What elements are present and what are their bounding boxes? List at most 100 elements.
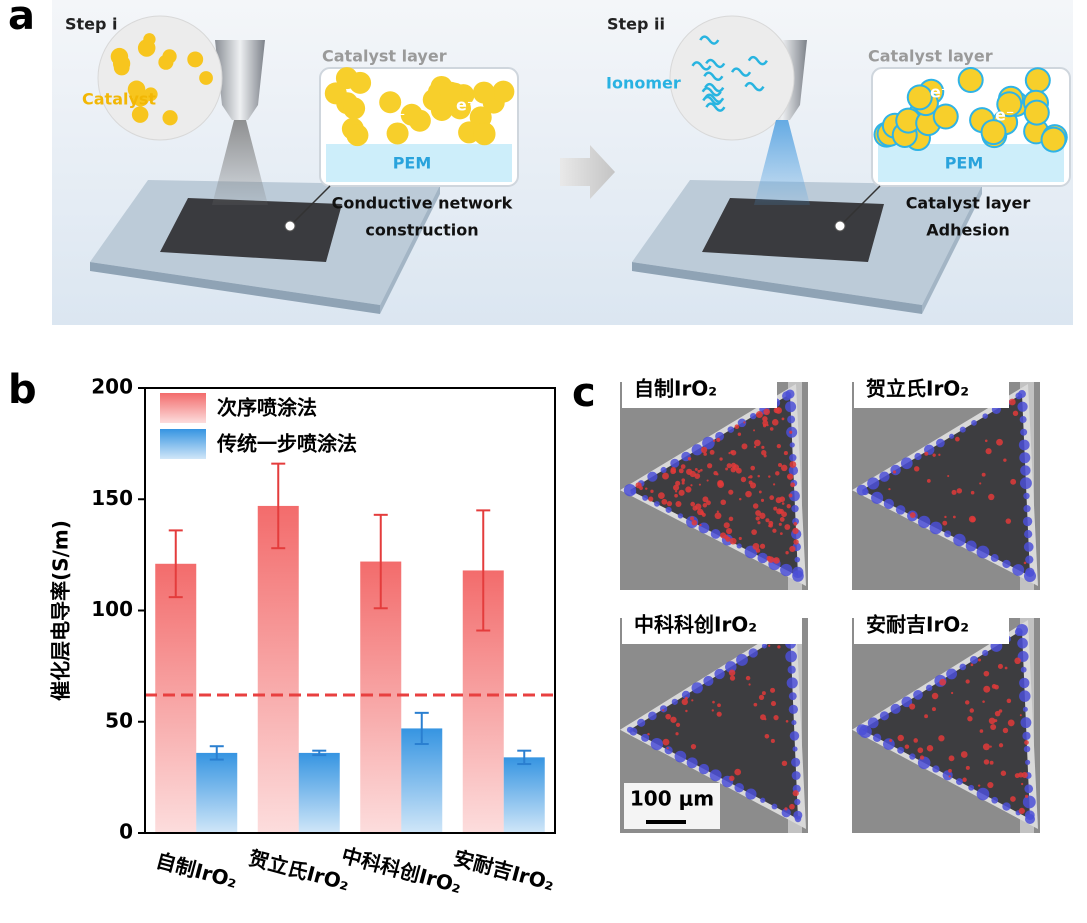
ionomer-chain [691,61,712,71]
catalyst-particle [1026,69,1049,92]
inner-particle [979,482,982,485]
edge-particle [750,412,757,420]
inner-particle [897,734,904,742]
triangle-pore [862,394,1030,576]
caption: construction [365,221,478,240]
edge-particle [664,746,673,755]
inner-particle [776,444,781,449]
inner-particle [772,483,776,486]
catalyst-particle [127,80,146,99]
inner-particle [989,760,994,765]
inner-particle [1014,657,1021,665]
inner-particle [662,472,669,480]
scale-bar-label: 100 μm [630,787,714,811]
edge-particle [698,763,710,775]
edge-particle [917,515,931,529]
inner-particle [733,465,737,468]
inner-particle [734,424,740,430]
inner-particle [1010,796,1016,802]
y-tick-label: 150 [91,486,133,510]
edge-particle [1025,555,1034,564]
inner-particle [939,678,947,686]
legend-label: 传统一步喷涂法 [216,432,357,456]
catalyst-particle [158,54,174,70]
inner-particle [969,708,975,713]
inner-particle [779,517,785,522]
edge-particle [1023,505,1031,513]
edge-particle [791,720,797,726]
edge-particle [1024,784,1034,794]
inner-particle [964,700,970,705]
inner-particle [926,745,934,752]
callout-dot [834,220,846,232]
edge-particle [1016,624,1028,636]
plot-frame [144,387,556,834]
inner-particle [662,738,670,746]
step-title: Step ii [607,15,665,34]
inner-particle [778,522,782,526]
inner-particle [702,496,709,503]
inner-particle [691,699,694,702]
edge-particle [1018,439,1030,451]
inner-particle [913,738,918,743]
bar [257,505,299,833]
x-tick-label: 自制IrO₂ [153,848,239,893]
edge-particle [1022,795,1036,809]
electron-label: e⁻ [930,83,949,102]
error-bar [168,529,183,599]
inner-particle [785,719,789,723]
edge-particle [787,665,796,674]
legend-swatch [160,393,206,423]
edge-particle [917,756,931,770]
inner-particle [786,504,791,509]
inner-particle [777,462,783,468]
edge-particle [629,727,638,736]
inner-particle [983,685,991,693]
inner-particle [700,468,703,472]
edge-particle [691,682,703,694]
inner-particle [983,670,990,677]
inner-particle [1018,807,1025,815]
inner-particle [990,724,997,731]
callout-dot [284,220,296,232]
inner-particle [987,781,994,789]
triangle-pore [630,630,798,819]
panel-b: b 催化层电导率(S/m) 0 50 100 150 200 自制IrO₂ 贺立氏IrO₂中科… [8,367,557,898]
inner-particle [674,490,678,493]
inner-particle [967,716,973,722]
inner-particle [948,775,951,778]
inner-particle [787,475,791,479]
inner-particle [913,466,920,472]
magnified-circle [97,15,223,141]
inner-particle [773,506,778,511]
edge-particle [681,690,691,699]
edge-particle [785,389,795,399]
edge-particle [1024,530,1033,539]
inner-particle [729,537,737,545]
inner-particle [725,467,729,471]
panel-c: c 自制IrO₂ 贺立氏IrO₂ 中科科创IrO₂ 安耐吉IrO₂ 100 μm [572,370,1040,833]
edge-particle [659,705,668,713]
ionomer-chain [705,58,726,69]
edge-particle [1020,428,1028,436]
inner-particle [753,429,756,432]
image-label: 贺立氏IrO₂ [866,377,969,401]
inner-particle [698,483,701,486]
catalyst-particle [897,109,920,132]
edge-particle [1002,802,1011,811]
inner-particle [944,515,947,519]
inner-particle [779,496,786,503]
inner-particle [694,473,701,479]
edge-particle [990,554,999,562]
nozzle [215,40,265,120]
edge-particle [709,769,722,782]
panel-a: a Step i Catalyst Catal [8,0,1073,325]
inner-particle [774,558,778,561]
edge-particle [925,684,933,692]
electron-label: e⁻ [995,106,1014,125]
inner-particle [762,416,768,422]
inner-particle [770,687,776,693]
image-label-box [622,370,777,408]
membrane-label: PEM [393,154,432,173]
inner-particle [681,481,685,485]
